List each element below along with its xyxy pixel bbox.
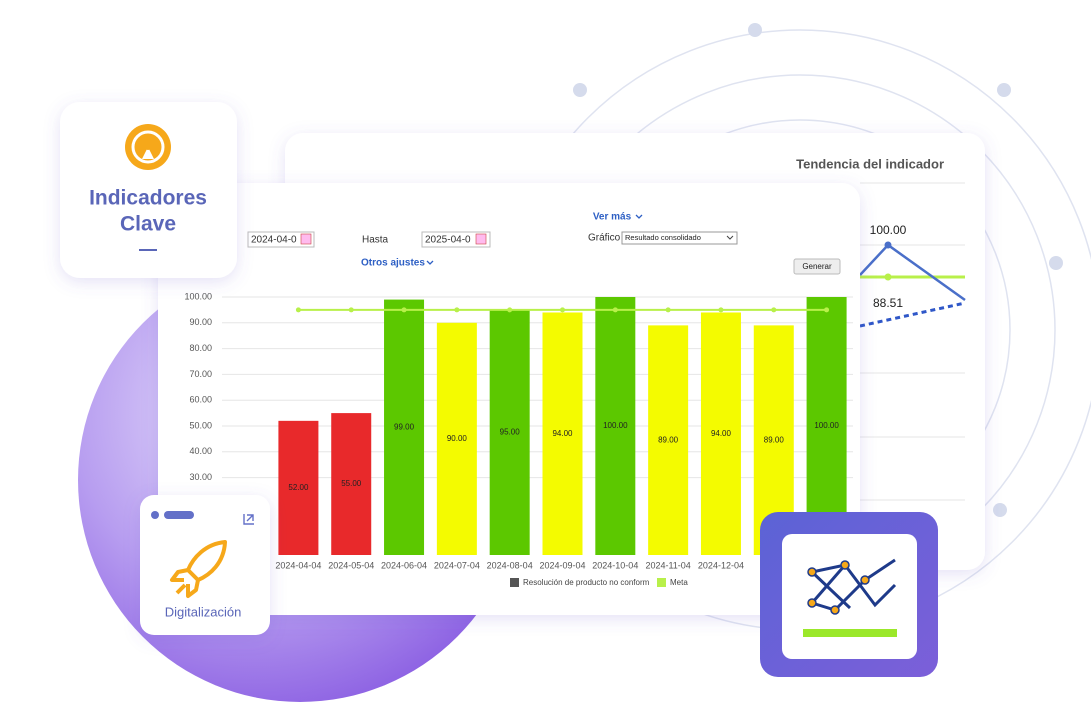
bar-value-label: 94.00 <box>552 429 573 438</box>
y-tick-label: 40.00 <box>189 446 212 456</box>
bar <box>542 312 583 555</box>
bar <box>595 297 636 555</box>
back-dot <box>884 241 892 249</box>
meta-point <box>718 307 724 313</box>
meta-point <box>560 307 565 313</box>
bar-value-label: 89.00 <box>658 435 679 444</box>
x-tick-label: 2024-10-04 <box>592 560 638 570</box>
bar-value-label: 99.00 <box>394 422 415 431</box>
y-tick-label: 50.00 <box>189 420 212 430</box>
bar <box>700 312 741 555</box>
bar-value-label: 89.00 <box>764 435 785 444</box>
y-tick-label: 100.00 <box>184 291 212 301</box>
meta-point <box>771 307 777 313</box>
grafico-label: Gráfico <box>588 233 621 244</box>
meta-point <box>295 307 301 313</box>
x-tick-label: 2024-04-04 <box>275 560 321 570</box>
bar-value-label: 94.00 <box>711 429 732 438</box>
hasta-label: Hasta <box>362 235 389 246</box>
card-title: Indicadores <box>89 187 207 210</box>
y-tick-label: 70.00 <box>189 369 212 379</box>
meta-point <box>665 307 671 313</box>
date-value: 2025-04-0 <box>425 235 471 246</box>
generar-text: Generar <box>802 262 832 271</box>
bar-value-label: 55.00 <box>341 479 362 488</box>
bar-value-label: 52.00 <box>288 483 309 492</box>
meta-point <box>507 307 513 313</box>
x-tick-label: 2024-11-04 <box>645 560 690 570</box>
select[interactable] <box>621 231 738 245</box>
x-tick-label: 2024-09-04 <box>539 560 585 570</box>
bar <box>648 325 689 555</box>
x-tick-label: 2024-08-04 <box>487 560 533 570</box>
x-tick-label: 2024-05-04 <box>328 560 374 570</box>
x-tick-label: 2024-06-04 <box>381 560 427 570</box>
icon-card <box>760 512 938 677</box>
bar <box>331 413 372 555</box>
otros-ajustes[interactable]: Otros ajustes <box>361 258 425 269</box>
main-card: Ver más 2024-04-0 Hasta 2025-04-0 Gráfic… <box>158 183 860 615</box>
card-title: Clave <box>120 213 176 236</box>
meta-point <box>348 307 354 313</box>
ring-dots <box>573 23 1063 517</box>
bar <box>436 322 477 555</box>
y-tick-label: 30.00 <box>189 472 212 482</box>
meta-point <box>824 307 830 313</box>
meta-point <box>454 307 460 313</box>
bar <box>489 309 530 555</box>
digitalizacion-card: Digitalización <box>140 495 270 635</box>
legend-swatch <box>510 578 519 587</box>
bar <box>384 299 425 555</box>
x-tick-label: 2024-07-04 <box>434 560 480 570</box>
legend-label: Resolución de producto no conform <box>523 578 650 587</box>
ver-mas[interactable]: Ver más <box>593 212 632 223</box>
x-tick-label: 2024-12-04 <box>698 560 744 570</box>
generar-button[interactable] <box>793 258 841 275</box>
card-title: Digitalización <box>165 604 242 619</box>
select-value: Resultado consolidado <box>625 233 701 242</box>
y-tick-label: 60.00 <box>189 395 212 405</box>
y-tick-label: 80.00 <box>189 343 212 353</box>
meta-point <box>612 307 618 313</box>
y-tick-label: 90.00 <box>189 317 212 327</box>
indicadores-card: Indicadores Clave <box>60 102 237 278</box>
back-meta-dot <box>884 273 892 281</box>
bar-value-label: 90.00 <box>447 434 468 443</box>
bar <box>278 420 319 555</box>
back-grid <box>860 182 965 501</box>
bar-chart: 30.00 40.00 50.00 60.00 70.00 80.00 90.00 100.0… <box>184 291 853 587</box>
back-label: 100.00 <box>870 223 907 237</box>
back-title: Tendencia del indicador <box>796 156 944 171</box>
bar-value-label: 95.00 <box>500 428 521 437</box>
bar-value-label: 100.00 <box>603 421 628 430</box>
date-input[interactable] <box>421 231 491 248</box>
date-input[interactable] <box>247 231 315 248</box>
legend-label: Meta <box>670 578 688 587</box>
bar-value-label: 100.00 <box>814 421 839 430</box>
back-label: 88.51 <box>873 296 903 310</box>
date-value: 2024-04-0 <box>251 235 297 246</box>
meta-point <box>401 307 407 313</box>
legend-swatch <box>657 578 666 587</box>
